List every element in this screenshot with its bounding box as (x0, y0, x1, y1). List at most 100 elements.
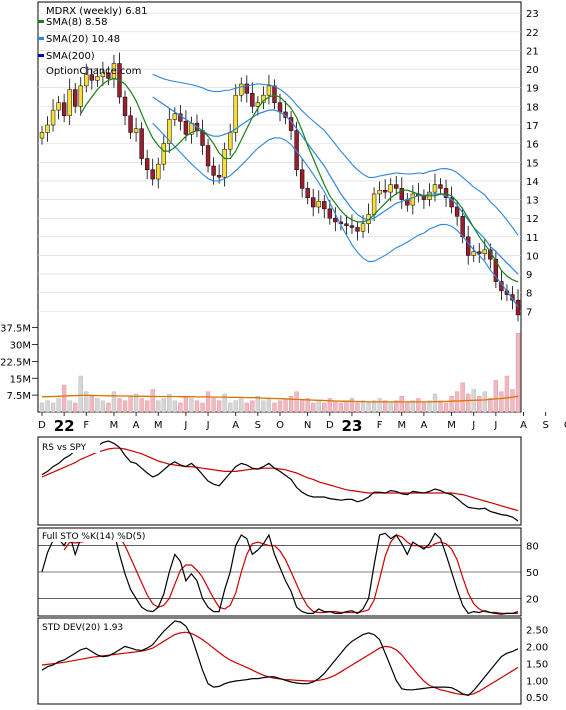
candle-body (227, 132, 233, 150)
price-tick-label: 12 (526, 214, 539, 225)
volume-bar (338, 402, 344, 413)
candle-body (438, 184, 443, 189)
volume-bar (50, 402, 56, 413)
x-tick-label: M (397, 420, 406, 431)
candle-body (410, 193, 416, 206)
price-tick-label: 14 (526, 177, 539, 188)
x-tick-label: J (471, 420, 475, 431)
volume-bar (139, 398, 144, 413)
price-tick-label: 11 (526, 233, 539, 244)
std-label: STD DEV(20) 1.93 (42, 623, 123, 633)
candle-body (84, 74, 89, 87)
candle-body (73, 89, 78, 107)
volume-bar (383, 400, 388, 413)
price-tick-label: 23 (526, 9, 539, 20)
x-tick-label: M (110, 420, 119, 431)
volume-bar (250, 400, 255, 413)
candle-body (205, 145, 211, 167)
candle-body (167, 119, 172, 144)
candle-body (333, 217, 338, 223)
volume-bar (388, 402, 393, 413)
price-tick-label: 10 (526, 251, 539, 262)
candle-body (233, 94, 238, 133)
price-tick-label: 7 (526, 307, 532, 318)
std-tick-label: 2.50 (526, 625, 548, 636)
std-panel-frame (37, 617, 522, 705)
candle-body (399, 188, 404, 200)
rs-layer (41, 440, 519, 522)
std-tick-label: 0.50 (526, 693, 548, 704)
candle-body (316, 201, 321, 208)
candle-body (56, 102, 61, 111)
price-tick-label: 17 (526, 121, 539, 132)
volume-bar (211, 398, 216, 413)
volume-bar (261, 400, 266, 413)
x-tick-label: A (133, 420, 140, 431)
candle-body (89, 74, 95, 81)
sto-label-bg (40, 530, 166, 542)
x-tick-label: 23 (342, 417, 363, 435)
volume-bar (122, 400, 128, 413)
x-tick-label: N (304, 420, 311, 431)
volume-average-line (42, 394, 519, 403)
candle-body (360, 223, 366, 232)
x-tick-label: F (377, 420, 383, 431)
volume-bar (145, 400, 150, 413)
volume-bar (239, 398, 244, 413)
candle-body (222, 148, 227, 178)
volume-bar (67, 400, 72, 413)
price-tick-label: 18 (526, 102, 539, 113)
candle-body (294, 130, 299, 170)
candle-body (344, 223, 349, 226)
candle-body (255, 102, 261, 107)
x-tick-label: A (420, 420, 427, 431)
candle-body (432, 184, 438, 193)
rs-panel-frame (37, 436, 522, 526)
volume-bar (294, 391, 299, 413)
upper-band-line (152, 73, 519, 236)
candle-body (477, 251, 482, 254)
candle-body (510, 294, 515, 301)
volume-bar (311, 402, 316, 413)
volume-bar (73, 402, 78, 413)
legend-swatch-sma200 (38, 54, 44, 57)
candle-body (106, 72, 111, 79)
candle-body (460, 216, 465, 238)
volume-bar (504, 375, 510, 413)
price-tick-label: 9 (526, 270, 532, 281)
price-tick-label: 21 (526, 46, 539, 57)
volume-bar (493, 380, 498, 413)
candle-body (172, 113, 178, 120)
rs-label-bg (40, 441, 100, 453)
volume-bar (106, 402, 111, 413)
price-legend: MDRX (weekly) 6.81 SMA(8) 8.58 SMA(20) 1… (38, 6, 148, 77)
candle-body (250, 93, 255, 107)
volume-bar (410, 400, 415, 413)
volume-tick-label: 7.5M (6, 391, 31, 402)
candle-body (493, 258, 499, 282)
volume-bar (466, 393, 471, 413)
volume-bar (443, 402, 449, 413)
volume-tick-label: 30M (10, 341, 31, 352)
volume-bar (377, 398, 382, 413)
std-label-bg (40, 621, 138, 633)
volume-bar (266, 398, 272, 413)
sto-label: Full STO %K(14) %D(5) (42, 532, 145, 542)
volume-bar (405, 402, 410, 413)
volume-bar (438, 400, 443, 413)
x-axis: D22FMAMJJASOND23FMAMJJASOND24F (38, 412, 566, 435)
candle-body (45, 124, 50, 133)
volume-bar (349, 398, 355, 413)
candle-body (471, 251, 476, 256)
candle-body (272, 85, 277, 103)
candle-body (388, 184, 393, 193)
x-tick-label: A (232, 420, 239, 431)
candle-body (144, 158, 150, 170)
volume-tick-label: 37.5M (0, 324, 31, 335)
sto-tick-label: 80 (526, 542, 539, 553)
volume-bar (167, 393, 172, 413)
std-line (41, 620, 519, 697)
volume-bar (216, 400, 222, 413)
volume-bar (244, 402, 249, 413)
volume-bar (233, 400, 238, 413)
